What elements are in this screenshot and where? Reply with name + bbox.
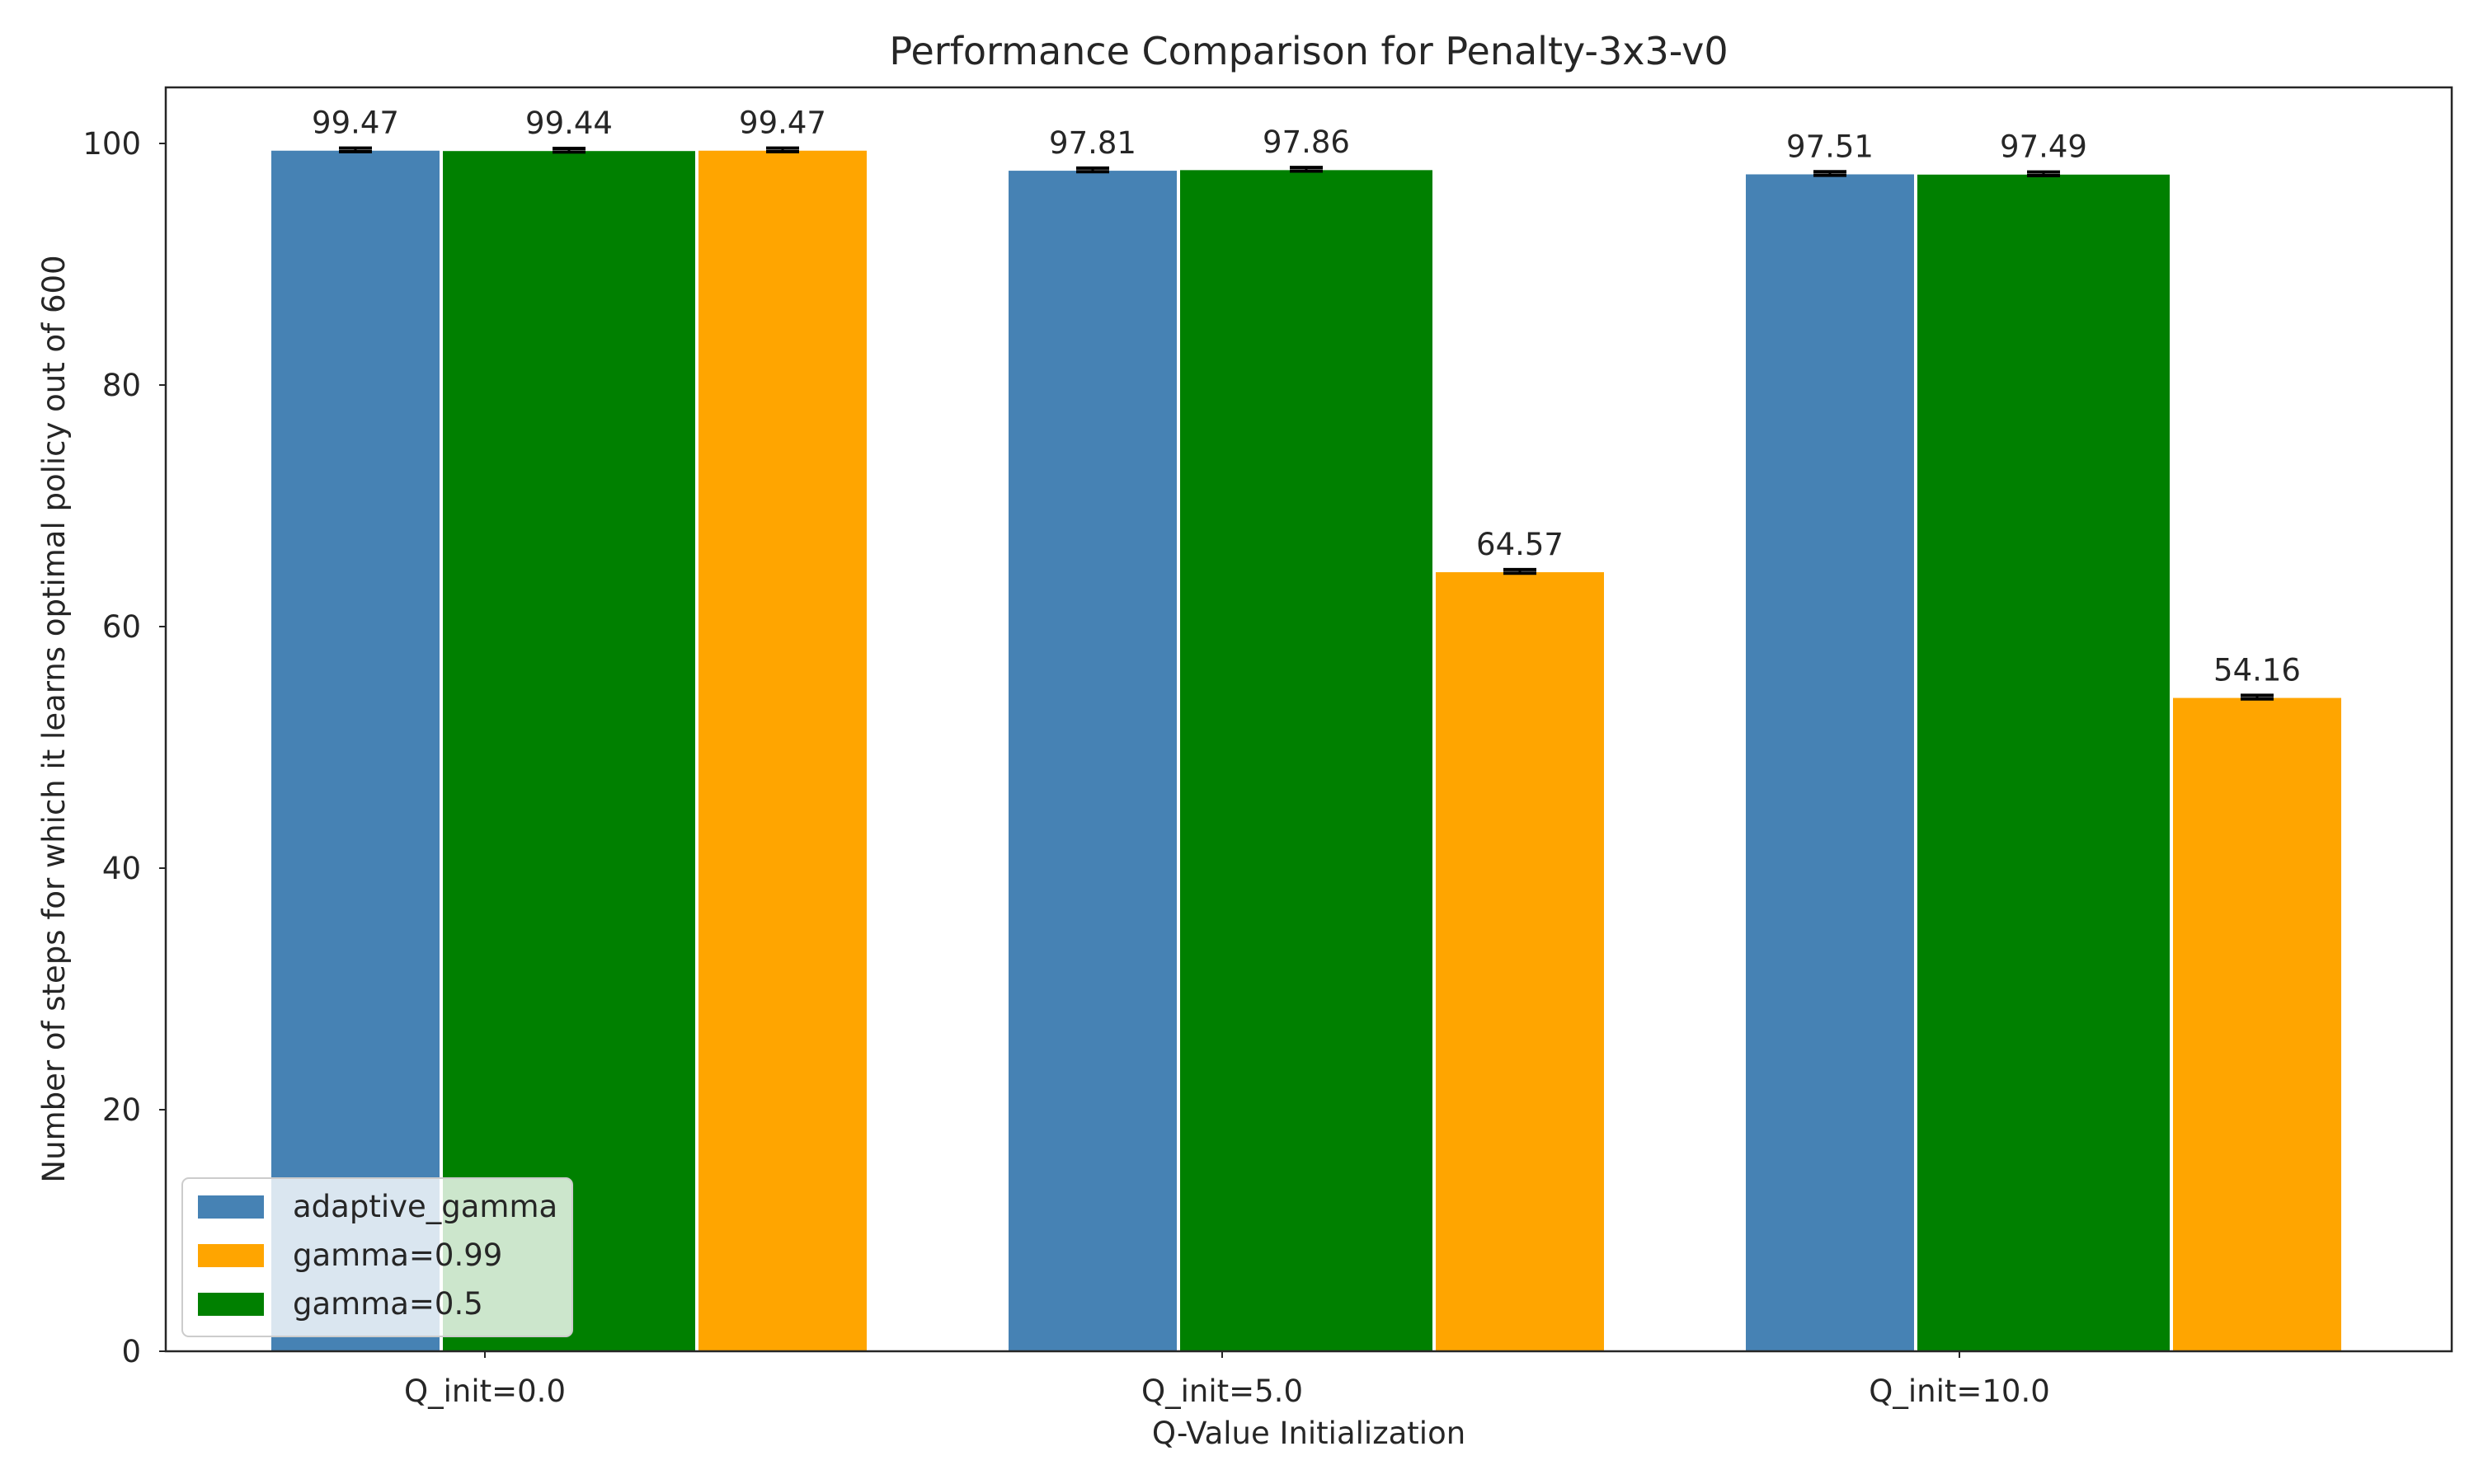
y-tick-label: 20	[102, 1092, 141, 1128]
error-bar	[1076, 166, 1109, 174]
legend-swatch-adaptive_gamma	[198, 1195, 264, 1219]
x-tick-label: Q_init=5.0	[1141, 1374, 1303, 1409]
data-label: 97.81	[1049, 125, 1136, 161]
legend-label-adaptive_gamma: adaptive_gamma	[293, 1189, 557, 1224]
bar-gamma=0.5-Q_init=0.0	[441, 149, 697, 1353]
data-label: 99.44	[525, 106, 613, 141]
legend-box	[181, 1177, 573, 1337]
y-axis-label: Number of steps for which it learns opti…	[36, 255, 72, 1182]
legend-label-gamma=0.99: gamma=0.99	[293, 1237, 502, 1273]
data-labels-group: 99.47 97.81 97.51 99.44 97.86 97.49 99.47 64.57…	[312, 106, 2301, 688]
bar-gamma=0.5-Q_init=5.0	[1178, 168, 1434, 1353]
data-label: 97.49	[2000, 129, 2087, 165]
bar-gamma=0.99-Q_init=5.0	[1434, 571, 1606, 1352]
bar-gamma=0.5-Q_init=10.0	[1916, 172, 2171, 1353]
error-bar	[1290, 166, 1323, 173]
error-bars-group	[339, 146, 2274, 701]
y-tick-label: 100	[82, 126, 141, 162]
x-tick-label: Q_init=10.0	[1869, 1374, 2050, 1409]
y-tick-label: 60	[102, 609, 141, 645]
x-axis-label: Q-Value Initialization	[1152, 1416, 1465, 1451]
bar-gamma=0.99-Q_init=10.0	[2171, 696, 2343, 1352]
bar-adaptive_gamma-Q_init=0.0	[270, 148, 441, 1352]
error-bar	[2241, 693, 2274, 701]
legend-swatch-gamma=0.99	[198, 1244, 264, 1267]
x-ticks-group: Q_init=0.0 Q_init=5.0 Q_init=10.0	[404, 1351, 2050, 1409]
data-label: 97.86	[1263, 124, 1350, 160]
plot-frame	[164, 86, 2453, 1353]
y-tick-label: 40	[102, 851, 141, 886]
legend: adaptive_gamma gamma=0.99 gamma=0.5	[181, 1177, 573, 1337]
data-label: 99.47	[739, 106, 826, 141]
data-label: 64.57	[1476, 527, 1564, 562]
y-tick-label: 80	[102, 368, 141, 403]
error-bar	[1813, 170, 1846, 177]
bar-adaptive_gamma-Q_init=10.0	[1744, 172, 1916, 1352]
error-bar	[766, 146, 799, 153]
error-bar	[1503, 567, 1536, 575]
legend-label-gamma=0.5: gamma=0.5	[293, 1286, 483, 1322]
data-label: 97.51	[1786, 129, 1874, 164]
x-tick-label: Q_init=0.0	[404, 1374, 566, 1409]
data-label: 99.47	[312, 106, 399, 141]
error-bar	[339, 146, 372, 153]
legend-swatch-gamma=0.5	[198, 1293, 264, 1316]
chart-title: Performance Comparison for Penalty-3x3-v…	[889, 29, 1728, 73]
bars-group	[270, 148, 2343, 1353]
y-ticks-group: 0 20 40 60 80 100	[82, 126, 166, 1369]
y-tick-label: 0	[121, 1334, 141, 1369]
bar-gamma=0.99-Q_init=0.0	[697, 148, 868, 1352]
bar-adaptive_gamma-Q_init=5.0	[1007, 169, 1178, 1352]
error-bar	[2027, 170, 2060, 177]
data-label: 54.16	[2213, 652, 2301, 688]
error-bar	[553, 147, 586, 154]
